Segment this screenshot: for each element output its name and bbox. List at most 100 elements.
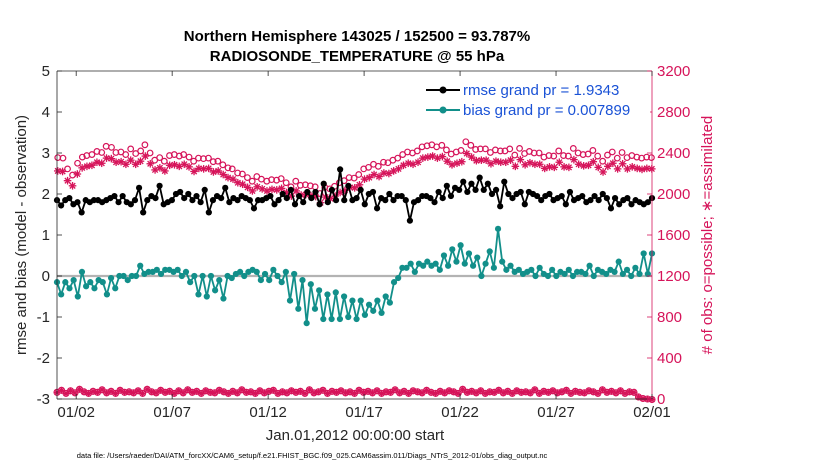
rmse-series-point <box>509 195 516 202</box>
rmse-series-point <box>197 199 204 206</box>
x-tick-label: 01/12 <box>249 404 287 421</box>
bias-series-point <box>403 264 410 271</box>
rmse-series-point <box>205 209 212 216</box>
legend-bias-label: bias grand pr = 0.007899 <box>463 102 630 119</box>
obs-assimilated-point <box>516 155 525 164</box>
bias-series-point <box>486 248 493 255</box>
obs-possible-point <box>569 144 577 152</box>
rmse-series-point <box>127 201 134 208</box>
rmse-series-point <box>320 180 327 187</box>
obs-possible-point <box>482 145 489 153</box>
bias-series-point <box>336 315 344 323</box>
rmse-series-point <box>521 201 528 208</box>
obs-possible-point <box>93 148 101 155</box>
bias-series-point <box>478 272 485 280</box>
bias-series-point <box>515 266 522 273</box>
obs-possible-point <box>550 152 558 160</box>
rmse-series-point <box>308 195 315 202</box>
rmse-series-point <box>587 197 594 204</box>
rmse-series-point <box>402 197 409 204</box>
rmse-series-point <box>209 197 217 204</box>
obs-possible-point <box>613 154 621 162</box>
legend: rmse grand pr = 1.9343 bias grand pr = 0… <box>422 78 650 120</box>
rmse-series-point <box>267 192 274 200</box>
obs-possible-point <box>643 153 651 161</box>
y-tick-right-label: 800 <box>657 309 682 326</box>
obs-assimilated-point <box>58 167 67 176</box>
obs-possible-point <box>365 163 372 171</box>
obs-possible-point <box>530 149 538 157</box>
obs-bottom-assimilated-point <box>526 389 534 397</box>
rmse-series-point <box>193 192 200 200</box>
obs-assimilated-point <box>209 168 218 176</box>
bias-series-point <box>374 297 381 304</box>
obs-possible-point <box>292 177 300 185</box>
y-tick-right-label: 0 <box>657 391 665 408</box>
bias-series-point <box>78 268 86 275</box>
bias-series-point <box>107 274 115 282</box>
obs-assimilated-point <box>609 159 617 168</box>
rmse-series-point <box>279 190 286 198</box>
obs-bottom-assimilated-point <box>630 388 638 396</box>
rmse-series-point <box>177 188 184 196</box>
rmse-series-point <box>357 186 364 193</box>
obs-possible-point <box>604 151 611 159</box>
legend-rmse-marker <box>439 86 447 94</box>
rmse-series-point <box>488 190 496 198</box>
obs-bottom-assimilated-point <box>67 387 74 395</box>
bias-series-point <box>228 274 235 282</box>
y-axis-label-left: rmse and bias (model - observation) <box>13 115 30 355</box>
bias-series-point <box>536 264 543 271</box>
bias-series-point <box>311 305 319 312</box>
bias-series-point <box>291 270 298 278</box>
bias-series-point <box>440 252 448 259</box>
obs-possible-point <box>239 170 246 178</box>
obs-assimilated-point <box>443 157 452 165</box>
bias-series-point <box>411 268 418 275</box>
obs-assimilated-point <box>565 163 573 172</box>
obs-assimilated-point <box>131 160 140 169</box>
obs-possible-point <box>127 145 135 153</box>
obs-assimilated-point <box>584 161 593 170</box>
obs-possible-point <box>506 145 514 153</box>
obs-possible-point <box>282 179 290 187</box>
obs-bottom-assimilated-point <box>98 386 106 394</box>
obs-bottom-assimilated-point <box>351 389 358 397</box>
obs-assimilated-point <box>589 157 598 166</box>
bias-series-point <box>482 260 489 267</box>
obs-assimilated-point <box>146 159 155 168</box>
obs-possible-point <box>74 159 81 167</box>
obs-bottom-assimilated-point <box>278 388 286 396</box>
rmse-series-point <box>332 197 340 204</box>
rmse-series-point <box>152 195 159 202</box>
obs-assimilated-point <box>506 156 515 164</box>
obs-assimilated-point <box>243 183 252 192</box>
bias-series-point <box>494 225 502 232</box>
obs-bottom-assimilated-point <box>306 386 313 394</box>
y-tick-right-label: 400 <box>657 350 682 367</box>
obs-possible-point <box>224 164 232 172</box>
rmse-series-point <box>304 188 311 196</box>
rmse-series-point <box>156 182 163 189</box>
obs-bottom-assimilated-point <box>391 386 399 394</box>
obs-possible-point <box>618 149 626 156</box>
bias-series-point <box>324 291 331 298</box>
y-tick-right-label: 2800 <box>657 104 690 121</box>
obs-assimilated-point <box>73 170 82 178</box>
bias-series-point <box>132 272 140 280</box>
obs-possible-point <box>599 157 607 165</box>
obs-assimilated-point <box>394 165 403 173</box>
rmse-series-point <box>591 192 598 200</box>
obs-possible-point <box>511 151 519 159</box>
obs-bottom-assimilated-point <box>319 386 327 394</box>
bias-series-point <box>58 291 65 298</box>
bias-series-point <box>216 277 223 284</box>
rmse-series-point <box>201 186 208 193</box>
obs-possible-point <box>190 157 198 165</box>
obs-bottom-assimilated-point <box>459 385 467 393</box>
obs-bottom-assimilated-point <box>85 389 92 397</box>
bias-series-point <box>449 246 456 253</box>
rmse-series-point <box>435 188 442 196</box>
bias-series-point <box>332 289 339 296</box>
